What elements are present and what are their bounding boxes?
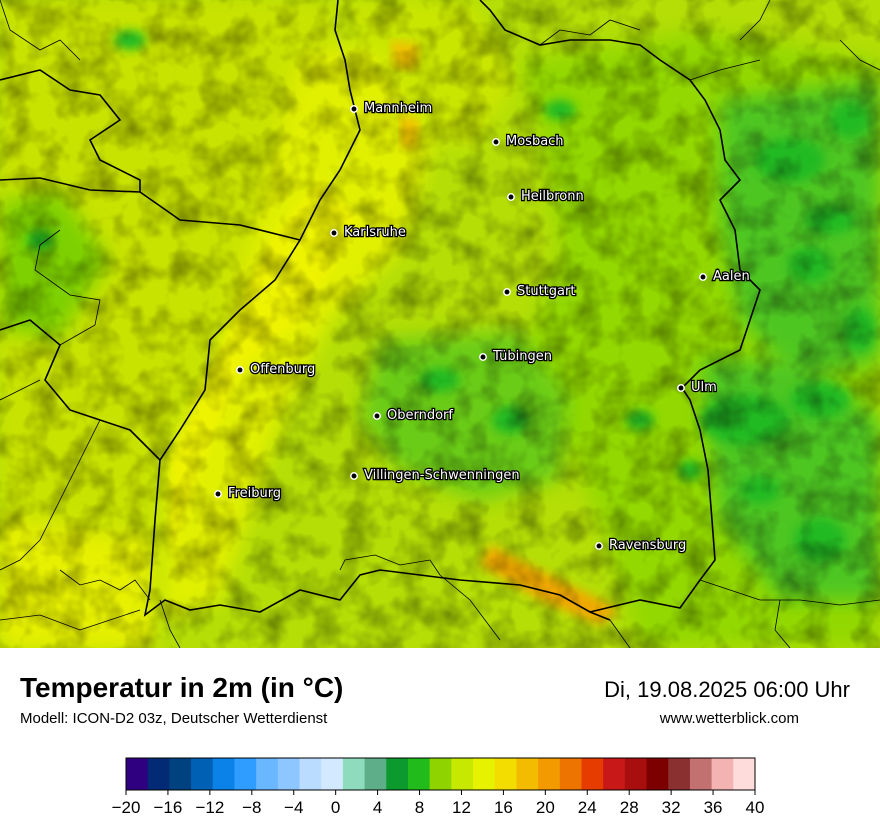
scale-tick-label: 36 [704, 798, 723, 817]
color-swatch [711, 758, 734, 790]
scale-tick-label: −4 [284, 798, 303, 817]
city-label: Oberndorf [387, 408, 453, 423]
city-label: Ulm [691, 380, 717, 395]
color-swatch [668, 758, 691, 790]
city-label: Freiburg [228, 486, 281, 501]
color-swatch [429, 758, 452, 790]
temperature-map: Mannheim Mosbach Heilbronn Karlsruhe Aalen St… [0, 0, 880, 648]
city-t-bingen: Tübingen [479, 348, 553, 365]
color-swatch [256, 758, 279, 790]
city-karlsruhe: Karlsruhe [330, 224, 407, 241]
color-swatch [516, 758, 539, 790]
city-ravensburg: Ravensburg [595, 537, 688, 554]
scale-tick-label: 16 [494, 798, 513, 817]
city-oberndorf: Oberndorf [373, 407, 455, 424]
city-dot [595, 542, 603, 550]
city-label: Aalen [713, 269, 750, 284]
forecast-datetime: Di, 19.08.2025 06:00 Uhr [604, 677, 850, 702]
city-dot [214, 490, 222, 498]
scale-tick-label: −8 [242, 798, 261, 817]
color-swatch [386, 758, 409, 790]
city-offenburg: Offenburg [236, 361, 317, 378]
scale-tick-label: −12 [195, 798, 224, 817]
city-stuttgart: Stuttgart [503, 283, 577, 300]
city-dot [350, 105, 358, 113]
city-freiburg: Freiburg [214, 485, 282, 502]
color-swatch [473, 758, 496, 790]
scale-tick-label: −20 [112, 798, 141, 817]
scale-tick-label: 12 [452, 798, 471, 817]
color-swatch [342, 758, 366, 790]
color-scale-legend: −20 −16 −12 −8 −4 0 4 8 12 16 20 24 28 32 36 40 [112, 757, 765, 817]
country-borders [0, 0, 761, 621]
city-label: Ravensburg [609, 538, 686, 553]
city-heilbronn: Heilbronn [507, 188, 585, 205]
color-swatch [451, 758, 474, 790]
scale-tick-label: 40 [746, 798, 765, 817]
city-dot [350, 472, 358, 480]
color-swatch [538, 758, 561, 790]
color-swatch [277, 758, 301, 790]
city-label: Stuttgart [517, 284, 575, 299]
scale-tick-label: 8 [415, 798, 424, 817]
city-dot [492, 138, 500, 146]
model-info: Modell: ICON-D2 03z, Deutscher Wetterdie… [20, 710, 328, 727]
color-swatch [689, 758, 713, 790]
city-label: Tübingen [492, 349, 552, 364]
scale-tick-label: 32 [662, 798, 681, 817]
city-dot [373, 412, 381, 420]
scale-tick-label: 28 [620, 798, 639, 817]
city-dot [677, 384, 685, 392]
color-swatch [559, 758, 582, 790]
city-dot [236, 366, 244, 374]
scale-tick-label: 24 [578, 798, 597, 817]
temperature-field [0, 0, 880, 648]
city-label: Mannheim [364, 101, 432, 116]
color-swatch [321, 758, 344, 790]
city-label: Villingen-Schwenningen [364, 468, 520, 483]
city-mosbach: Mosbach [492, 133, 565, 150]
color-swatch [212, 758, 235, 790]
city-dot [479, 353, 487, 361]
city-mannheim: Mannheim [350, 100, 433, 117]
scale-tick-label: 20 [536, 798, 555, 817]
color-swatch [494, 758, 517, 790]
city-dot [330, 229, 338, 237]
city-ulm: Ulm [677, 379, 718, 396]
scale-tick-label: 4 [373, 798, 382, 817]
website-link[interactable]: www.wetterblick.com [659, 710, 799, 727]
color-swatch [299, 758, 322, 790]
city-villingen-schwenningen: Villingen-Schwenningen [350, 467, 521, 484]
city-label: Mosbach [506, 134, 564, 149]
color-swatch [364, 758, 387, 790]
color-swatch [646, 758, 669, 790]
map-title: Temperatur in 2m (in °C) [20, 672, 344, 703]
scale-tick-label: −16 [154, 798, 183, 817]
color-swatch [169, 758, 192, 790]
city-label: Heilbronn [521, 189, 584, 204]
color-swatch [126, 758, 149, 790]
city-markers: Mannheim Mosbach Heilbronn Karlsruhe Aalen St… [214, 100, 751, 554]
city-label: Offenburg [250, 362, 315, 377]
city-dot [503, 288, 511, 296]
color-swatch [733, 758, 756, 790]
state-borders [0, 0, 880, 648]
city-dot [507, 193, 515, 201]
color-swatch [407, 758, 431, 790]
scale-tick-label: 0 [331, 798, 340, 817]
city-label: Karlsruhe [344, 225, 406, 240]
color-swatch [603, 758, 626, 790]
color-swatch [191, 758, 214, 790]
color-swatch [581, 758, 604, 790]
color-swatch [624, 758, 648, 790]
color-swatch [147, 758, 170, 790]
city-aalen: Aalen [699, 268, 751, 285]
color-scale-frame [125, 757, 756, 791]
color-swatch [234, 758, 257, 790]
city-dot [699, 273, 707, 281]
